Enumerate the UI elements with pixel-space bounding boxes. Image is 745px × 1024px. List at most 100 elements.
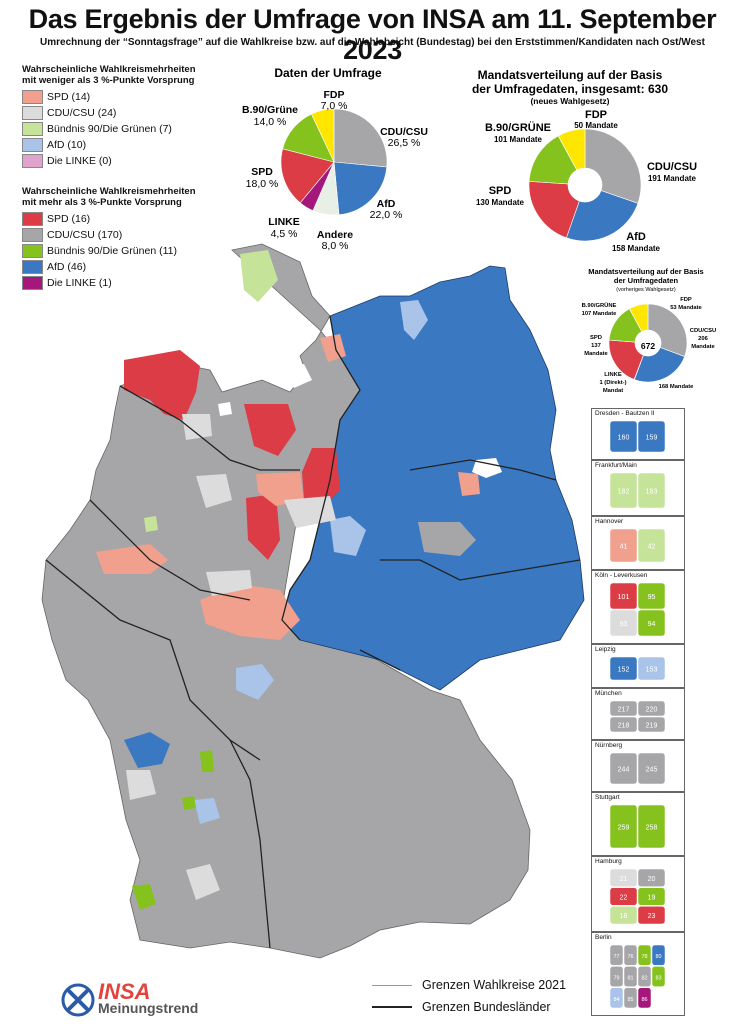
seats-new-label-afd-value: 158 Mandate [612, 244, 661, 253]
legend-label: SPD (16) [47, 213, 91, 225]
inset-title: Hamburg [595, 858, 622, 865]
legend-item: CDU/CSU (170) [22, 227, 196, 243]
swatch-cdu-weak [22, 106, 43, 120]
seats-old-label-gruene-name: B.90/GRÜNE [582, 302, 617, 309]
map-cdu-weak-4 [182, 414, 212, 440]
inset-district-label: 159 [646, 435, 658, 442]
inset-district [609, 944, 624, 966]
seats-new-label-spd-value: 130 Mandate [476, 198, 525, 207]
legend-item: AfD (10) [22, 137, 196, 153]
map-bremen [218, 402, 232, 416]
legend-label: AfD (46) [47, 261, 87, 273]
seats-old-note: (vorheriges Wahlgesetz) [616, 287, 676, 293]
legend-item: Die LINKE (1) [22, 275, 196, 291]
poll-slice-fdp [311, 108, 335, 163]
map-afd-west [124, 732, 170, 768]
legend-label: Die LINKE (0) [47, 155, 112, 167]
inset-district-label: 77 [613, 954, 619, 960]
state-border [380, 559, 581, 581]
seats-old-label-spd-value: 137 [591, 343, 601, 349]
inset-district-label: 23 [648, 913, 656, 920]
map-spd-east [458, 472, 480, 496]
seats-old-center-total: 672 [641, 341, 655, 351]
legend-item: Bündnis 90/Die Grünen (11) [22, 243, 196, 259]
poll-label-afd-name: AfD [377, 198, 396, 210]
legend-item: Die LINKE (0) [22, 153, 196, 169]
inset-district-label: 218 [618, 723, 630, 730]
map-border-legend: Grenzen Wahlkreise 2021 Grenzen Bundeslä… [372, 974, 566, 1018]
seats-new-slice-spd [528, 181, 580, 239]
swatch-cdu-strong [22, 228, 43, 242]
inset-map: 77 76 78 80 79 81 82 83 84 85 86 [609, 944, 666, 1009]
map-gruene-weak-1 [240, 250, 278, 302]
legend-label: Bündnis 90/Die Grünen (7) [47, 123, 172, 135]
page-title: Das Ergebnis der Umfrage von INSA am 11.… [28, 4, 717, 65]
inset-district-label: 78 [641, 954, 647, 960]
inset-district-label: 101 [618, 594, 630, 601]
map-gruene-2 [200, 750, 214, 772]
inset-map: 160 159 [609, 420, 666, 453]
swatch-linke-weak [22, 154, 43, 168]
page-subtitle: Umrechnung der “Sonntagsfrage” auf die W… [40, 37, 705, 48]
map-cdu-weak-1 [196, 474, 232, 508]
inset-district [637, 944, 652, 966]
inset-district-label: 21 [620, 876, 628, 883]
swatch-afd-weak [22, 138, 43, 152]
inset-stuttgart: Stuttgart 259 258 [591, 792, 685, 856]
seats-new-slice-fdp [557, 128, 586, 171]
inset-district-label: 81 [627, 976, 633, 982]
seats-old-label-cdu-name: CDU/CSU [690, 328, 716, 334]
inset-title: Frankfurt/Main [595, 462, 637, 469]
insa-logo: INSA Meinungstrend [60, 979, 199, 1018]
map-spd-weak-1 [200, 584, 300, 640]
inset-district-label: 160 [618, 435, 630, 442]
seats-new-label-gruene-name: B.90/GRÜNE [485, 121, 551, 134]
inset-district-label: 20 [648, 876, 656, 883]
poll-label-fdp-value: 7,0 % [321, 100, 348, 112]
legend-weak-majority: Wahrscheinliche Wahlkreismehrheiten mit w… [22, 64, 196, 169]
inset-title: Berlin [595, 934, 612, 941]
inset-dresden-bautzen-ii: Dresden - Bautzen II 160 159 [591, 408, 685, 460]
logo-brand: INSA [98, 979, 151, 1004]
seats-old-label-cdu-unit: Mandate [691, 344, 715, 350]
state-border [409, 459, 557, 481]
inset-title: Hannover [595, 518, 624, 525]
inset-map: 152 153 [609, 656, 666, 681]
poll-label-spd-value: 18,0 % [246, 178, 279, 190]
seats-old-label-linke-2: 1 (Direkt-) [599, 380, 626, 386]
poll-label-cdu-name: CDU/CSU [380, 126, 428, 138]
seats-new-label-fdp-value: 50 Mandate [574, 121, 618, 130]
inset-district-label: 152 [618, 667, 630, 674]
seats-new-note: (neues Wahlgesetz) [530, 96, 609, 106]
inset-map: 244 245 [609, 752, 666, 785]
inset-district [609, 987, 624, 1009]
inset-district-label: 94 [648, 621, 656, 628]
seats-new-label-gruene-value: 101 Mandate [494, 135, 543, 144]
map-cdu-weak-3 [206, 570, 252, 596]
inset-district-label: 19 [648, 895, 656, 902]
legend-item: Bündnis 90/Die Grünen (7) [22, 121, 196, 137]
state-borders [45, 315, 581, 949]
logo-tagline: Meinungstrend [98, 1000, 199, 1016]
inset-district [651, 944, 666, 966]
map-cdu-weak-5 [126, 770, 156, 800]
map-spd-nw [124, 350, 200, 420]
poll-slice-cdu-csu [333, 108, 388, 168]
inset-district-label: 18 [620, 913, 628, 920]
inset-district [637, 472, 666, 509]
poll-label-gruene-name: B.90/Grüne [242, 104, 298, 116]
inset-district-label: 244 [618, 767, 630, 774]
poll-label-fdp-name: FDP [324, 89, 345, 101]
state-border [229, 739, 271, 949]
map-cdu-weak-6 [186, 864, 220, 900]
seats-old-label-spd-unit: Mandate [584, 351, 608, 357]
inset-hamburg: Hamburg 21 20 22 19 18 23 [591, 856, 685, 932]
inset-district-label: 95 [648, 594, 656, 601]
inset-district [609, 472, 638, 509]
map-afd-weak-3 [236, 664, 274, 700]
poll-label-linke-value: 4,5 % [271, 228, 298, 240]
inset-district [637, 420, 666, 453]
poll-label-gruene-value: 14,0 % [254, 116, 287, 128]
seats-new-label-cdu-name: CDU/CSU [647, 161, 697, 173]
state-border [281, 315, 361, 641]
